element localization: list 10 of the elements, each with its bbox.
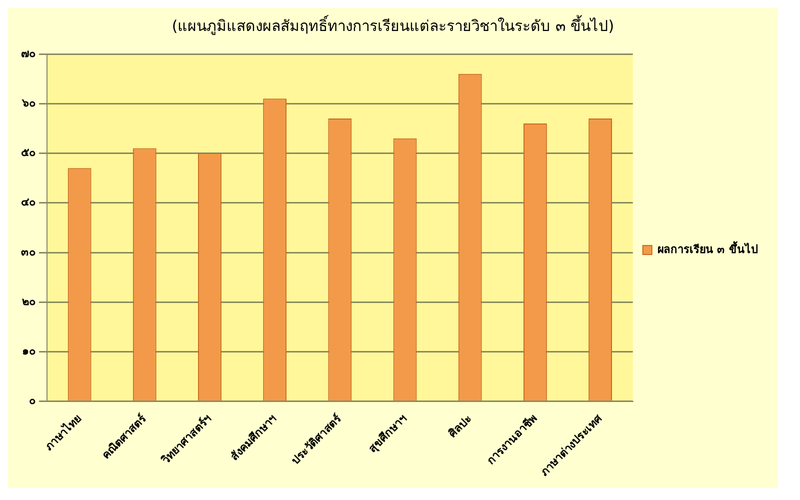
legend-label: ผลการเรียน ๓ ขึ้นไป [657,240,758,256]
y-tick-label: ๕๐ [21,146,36,160]
y-tick-label: ๓๐ [21,245,36,258]
y-tick-label: ๔๐ [21,196,36,209]
y-tick-label: ๑๐ [22,344,36,358]
y-tick-label: ๖๐ [21,96,36,110]
chart-title: (แผนภูมิแสดงผลสัมฤทธิ์ทางการเรียนแต่ละรายวิชาในระดับ ๓ ขึ้นไป) [172,14,614,35]
y-tick-label: ๗๐ [21,46,36,60]
y-tick-label: ๒๐ [22,294,36,308]
y-tick-label: ๐ [29,394,36,408]
